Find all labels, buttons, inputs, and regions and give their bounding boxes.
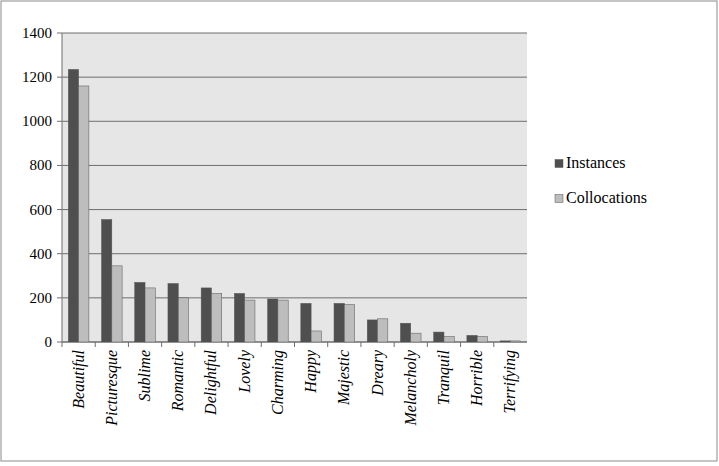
category-label: Terrifying	[501, 350, 519, 413]
bar	[311, 331, 321, 342]
tick-label: 800	[30, 157, 53, 173]
bar	[434, 332, 444, 342]
bar	[278, 300, 288, 342]
bars	[68, 69, 520, 342]
tick-label: 600	[30, 202, 53, 218]
bar	[102, 220, 112, 342]
tick-mark	[57, 297, 62, 298]
bar	[500, 341, 510, 342]
category-tick	[228, 342, 229, 347]
chart: 0 200 400 600 800 1000 1200 1400 Beautiful Pictur…	[0, 0, 719, 466]
category-label: Beautiful	[70, 349, 88, 408]
bar	[334, 303, 344, 342]
bar	[268, 299, 278, 342]
category-label: Delightful	[202, 349, 220, 415]
bar	[145, 288, 155, 342]
bar	[245, 300, 255, 342]
category-tick	[394, 342, 395, 347]
tick-label: 1000	[22, 113, 52, 129]
y-axis	[62, 33, 63, 342]
category-tick	[128, 342, 129, 347]
category-tick	[493, 342, 494, 347]
tick-label: 200	[30, 290, 53, 306]
frame	[1, 1, 717, 461]
bar	[378, 319, 388, 342]
category-label: Horrible	[468, 350, 485, 407]
category-label: Dreary	[369, 349, 387, 397]
grid-line	[62, 209, 527, 210]
category-label: Romantic	[169, 350, 186, 412]
category-label: Melancholy	[402, 349, 420, 426]
bar	[411, 333, 421, 342]
tick-mark	[57, 165, 62, 166]
bar	[211, 293, 221, 342]
bar	[178, 298, 188, 342]
grid-line	[62, 121, 527, 122]
bar	[201, 288, 211, 342]
grid-line	[62, 77, 527, 78]
bar	[112, 266, 122, 342]
plot-area	[62, 33, 527, 342]
bar	[477, 336, 487, 342]
category-tick	[360, 342, 361, 347]
bar	[400, 323, 410, 342]
category-tick	[95, 342, 96, 347]
category-tick	[261, 342, 262, 347]
bar	[444, 336, 454, 342]
category-label: Picturesque	[103, 350, 121, 427]
tick-mark	[57, 209, 62, 210]
legend-label: Instances	[566, 154, 626, 171]
tick-label: 1200	[22, 69, 52, 85]
category-tick	[62, 342, 63, 347]
tick-mark	[57, 121, 62, 122]
category-label: Happy	[302, 349, 320, 394]
category-tick	[460, 342, 461, 347]
grid-line	[62, 253, 527, 254]
category-tick	[427, 342, 428, 347]
grid-line	[62, 297, 527, 298]
bar	[234, 293, 244, 342]
legend-swatch	[555, 160, 563, 168]
bar	[467, 335, 477, 342]
grid-line	[62, 33, 527, 34]
legend-swatch	[555, 195, 563, 203]
bar	[301, 303, 311, 342]
category-label: Sublime	[136, 350, 153, 402]
category-tick	[161, 342, 162, 347]
category-tick	[194, 342, 195, 347]
category-tick	[294, 342, 295, 347]
tick-label: 0	[45, 334, 53, 350]
category-label: Majestic	[335, 350, 353, 406]
category-label: Tranquil	[435, 349, 453, 405]
category-label: Charming	[269, 350, 287, 415]
grid-line	[62, 165, 527, 166]
legend-label: Collocations	[566, 189, 647, 206]
category-label: Lovely	[236, 349, 254, 394]
tick-label: 1400	[22, 25, 52, 41]
bar	[79, 86, 89, 342]
bar	[367, 320, 377, 342]
tick-mark	[57, 77, 62, 78]
bar	[344, 304, 354, 342]
tick-label: 400	[30, 246, 53, 262]
tick-mark	[57, 342, 62, 343]
bar	[68, 69, 78, 342]
bar	[135, 282, 145, 342]
bar	[510, 341, 520, 342]
bar	[168, 284, 178, 342]
category-tick	[327, 342, 328, 347]
tick-mark	[57, 33, 62, 34]
tick-mark	[57, 253, 62, 254]
